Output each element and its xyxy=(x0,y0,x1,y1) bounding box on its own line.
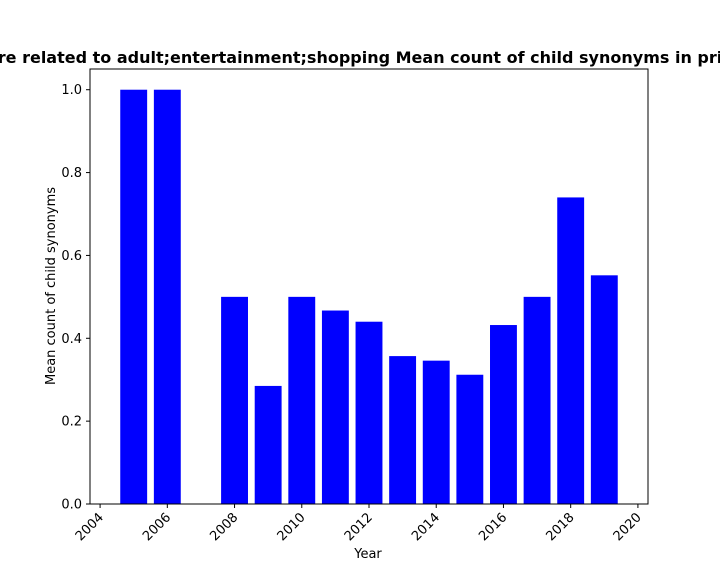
bar-2008 xyxy=(221,296,248,504)
x-axis-ticks: 2004 2006 2008 2010 2012 2014 2016 2018 2020 xyxy=(73,504,645,544)
y-tick-label: 0.2 xyxy=(61,415,82,430)
y-tick-label: 0.4 xyxy=(61,332,82,347)
x-tick-label: 2004 xyxy=(73,510,107,544)
bar-2005 xyxy=(120,89,148,504)
x-axis-label: Year xyxy=(353,547,382,562)
chart-title: re related to adult;entertainment;shoppi… xyxy=(0,48,720,67)
x-tick-label: 2020 xyxy=(611,510,645,544)
x-tick-label: 2012 xyxy=(342,510,376,544)
bar-2006 xyxy=(153,89,181,504)
bar-2017 xyxy=(523,296,551,504)
y-tick-label: 1.0 xyxy=(61,83,82,98)
y-tick-label: 0.0 xyxy=(61,498,82,513)
bars-group xyxy=(120,89,618,504)
x-tick-label: 2006 xyxy=(140,510,174,544)
y-axis-label: Mean count of child synonyms xyxy=(44,187,59,385)
bar-2012 xyxy=(355,321,383,504)
bar-2013 xyxy=(389,356,417,504)
x-tick-label: 2016 xyxy=(476,510,510,544)
bar-2014 xyxy=(422,360,450,504)
x-tick-label: 2010 xyxy=(275,510,309,544)
x-tick-label: 2008 xyxy=(207,510,241,544)
y-axis-ticks: 0.0 0.2 0.4 0.6 0.8 1.0 xyxy=(61,83,90,513)
x-tick-label: 2014 xyxy=(409,510,443,544)
y-tick-label: 0.6 xyxy=(61,249,82,264)
bar-2011 xyxy=(321,310,349,504)
bar-2009 xyxy=(254,385,282,504)
bar-2016 xyxy=(490,325,517,504)
bar-2019 xyxy=(590,275,618,504)
bar-2018 xyxy=(557,197,585,504)
bar-2015 xyxy=(456,374,484,504)
y-tick-label: 0.8 xyxy=(61,166,82,181)
bar-2010 xyxy=(288,296,316,504)
x-tick-label: 2018 xyxy=(544,510,578,544)
